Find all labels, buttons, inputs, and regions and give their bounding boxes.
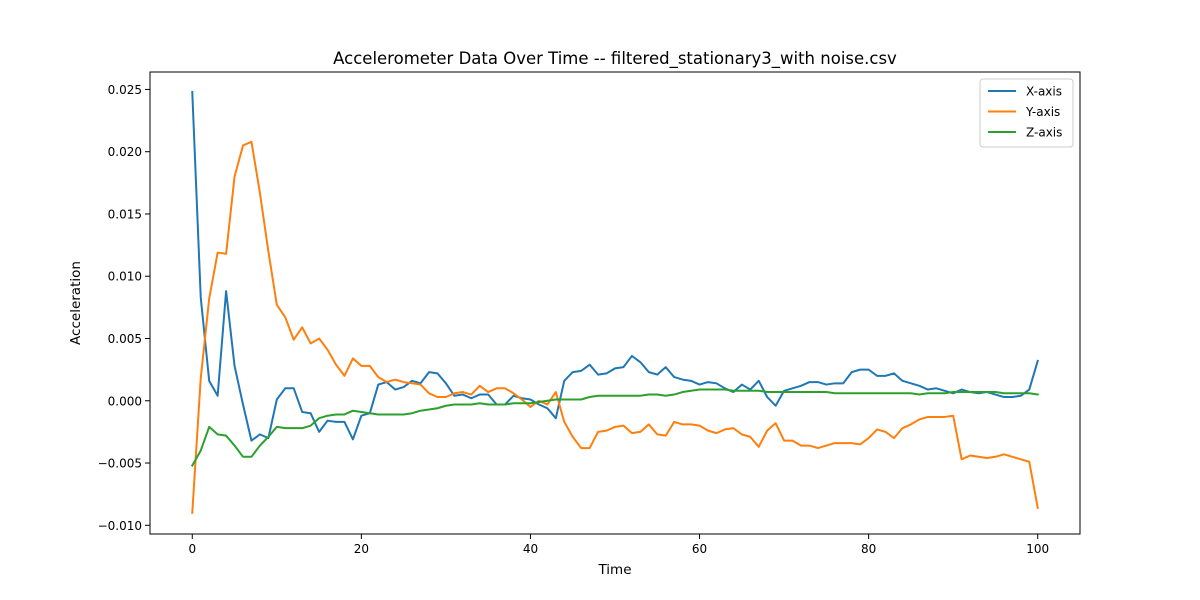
y-tick-label: 0.020 bbox=[108, 145, 142, 159]
legend-label: X-axis bbox=[1026, 85, 1062, 99]
series-layer bbox=[190, 90, 1039, 514]
x-tick-label: 20 bbox=[354, 542, 369, 556]
x-tick-label: 40 bbox=[523, 542, 538, 556]
y-tick-label: 0.015 bbox=[108, 207, 142, 221]
x-axis-label: Time bbox=[597, 562, 631, 578]
series-line-y-axis bbox=[191, 140, 1039, 514]
x-tick-label: 80 bbox=[861, 542, 876, 556]
legend-label: Y-axis bbox=[1025, 105, 1060, 119]
y-tick-label: −0.005 bbox=[98, 457, 142, 471]
y-tick-label: −0.010 bbox=[98, 519, 142, 533]
x-tick-label: 60 bbox=[692, 542, 707, 556]
plot-area-frame bbox=[149, 71, 1081, 535]
x-axis: 0 20 40 60 80 100 bbox=[188, 534, 1049, 556]
y-tick-label: 0.025 bbox=[108, 83, 142, 97]
y-axis: −0.010 −0.005 0.000 0.005 0.010 0.015 0.020 0.0… bbox=[98, 83, 150, 533]
legend: X-axis Y-axis Z-axis bbox=[979, 78, 1074, 148]
x-tick-label: 0 bbox=[188, 542, 196, 556]
chart-title: Accelerometer Data Over Time -- filtered… bbox=[333, 49, 897, 69]
x-tick-label: 100 bbox=[1026, 542, 1049, 556]
y-axis-label: Acceleration bbox=[68, 261, 84, 345]
series-line-z-axis bbox=[190, 388, 1039, 467]
y-tick-label: 0.010 bbox=[108, 270, 142, 284]
y-tick-label: 0.000 bbox=[108, 394, 142, 408]
legend-label: Z-axis bbox=[1026, 126, 1062, 140]
series-line-x-axis bbox=[191, 90, 1039, 442]
legend-box bbox=[979, 78, 1074, 148]
y-tick-label: 0.005 bbox=[108, 332, 142, 346]
